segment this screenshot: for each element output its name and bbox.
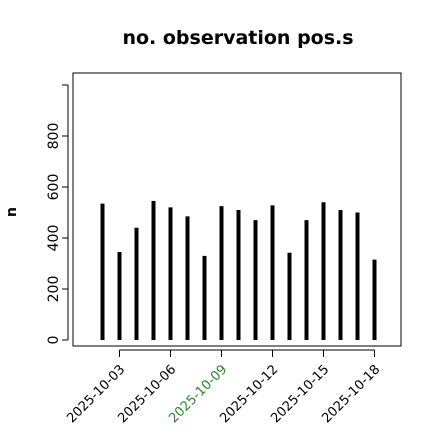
y-axis: 0 200 400 600 800 [46, 84, 69, 345]
y-tick-label: 400 [46, 225, 62, 252]
plot-frame [72, 72, 402, 347]
x-axis: 2025-10-032025-10-062025-10-092025-10-12… [64, 349, 383, 426]
chart-title: no. observation pos.s [122, 27, 353, 49]
y-tick-label: 0 [46, 336, 62, 345]
y-tick-label: 800 [46, 123, 62, 150]
y-tick-label: 600 [46, 174, 62, 201]
y-axis-label: n [4, 207, 20, 217]
y-tick-label: 200 [46, 276, 62, 303]
bars [100, 201, 377, 340]
